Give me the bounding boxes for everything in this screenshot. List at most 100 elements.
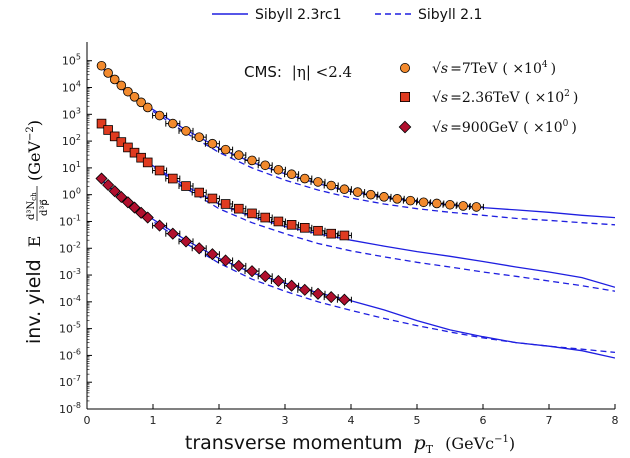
data-point-diamond [219,254,232,267]
y-tick-label: 10-7 [59,374,81,389]
x-tick-label: 7 [546,414,553,427]
legend-marker-square [399,92,410,103]
data-point-square [299,223,310,233]
x-axis-title-unit: (GeVc [445,434,494,453]
y-tick-label: 10-4 [59,294,81,309]
y-tick-label: 10-2 [59,240,81,255]
svg-text:CMS: |η| <2.4: CMS: |η| <2.4 [244,63,352,81]
y-tick-label: 10-5 [59,321,81,336]
x-axis-title-pt: p [414,432,426,454]
y-axis-title-denominator: d³p⃗ [39,199,50,216]
data-point-square [313,225,323,236]
cms-annotation-eta: |η| <2.4 [292,63,352,81]
x-tick-label: 2 [216,414,223,427]
model-line-solid [99,178,615,359]
y-tick-label: 101 [62,160,81,175]
data-point-circle [136,97,146,108]
data-point-circle [445,199,455,210]
svg-text:inv. yield E: inv. yield E [23,236,45,344]
data-point-circle [181,126,191,136]
model-line-dashed [99,123,615,292]
data-point-circle [352,187,363,197]
y-axis-title-unit: (GeV [25,141,44,181]
data-point-circle [142,102,153,113]
y-axis-title-text: inv. yield [23,259,45,344]
data-point-circle [471,202,482,212]
x-axis-title-pt-sub: T [426,443,434,456]
y-tick-label: 103 [62,106,81,121]
data-point-circle [103,68,113,78]
data-point-circle [286,169,297,180]
data-point-square [194,187,205,198]
data-point-diamond [272,274,285,288]
series-circle [96,60,484,212]
data-legend: √s =7TeV( ×104) √s =2.36TeV( ×102) √s =900GeV… [398,60,578,136]
data-point-square [129,147,140,158]
x-axis-title-unit-exp: −1 [494,434,509,445]
legend-label-diamond: √s =900GeV( ×100) [432,119,577,136]
data-point-circle [260,160,271,171]
y-axis-title: inv. yield E d³Nch d³p⃗ (GeV−2) [23,120,50,344]
data-point-square [207,193,218,204]
data-point-diamond [193,242,206,255]
data-point-circle [431,198,442,209]
series-square [96,118,352,241]
data-point-diamond [141,211,154,224]
data-point-square [260,212,270,223]
legend-solid-label: Sibyll 2.3rc1 [255,7,342,23]
cms-annotation: CMS: |η| <2.4 [244,63,352,81]
data-point-circle [207,138,218,149]
data-point-diamond [153,219,166,232]
legend-dashed-label: Sibyll 2.1 [418,7,482,23]
y-tick-label: 10-6 [59,347,81,362]
data-point-circle [109,74,120,85]
data-point-diamond [245,265,259,278]
y-tick-label: 10-1 [59,213,81,228]
series-diamond [95,172,352,306]
data-point-diamond [259,270,272,283]
x-axis-title-unit-close: ) [509,434,515,453]
cms-annotation-prefix: CMS: [244,63,282,81]
legend-label-circle: √s =7TeV( ×104) [432,60,556,77]
data-point-circle [96,60,107,71]
data-point-square [109,131,120,142]
data-point-circle [326,180,337,191]
data-point-circle [129,92,140,102]
x-tick-label: 1 [150,414,157,427]
data-point-diamond [166,227,179,240]
data-point-square [181,181,191,191]
data-point-diamond [115,190,128,204]
data-point-square [96,118,107,129]
top-legend: Sibyll 2.3rc1 Sibyll 2.1 [212,7,482,23]
data-point-square [233,203,244,214]
data-point-circle [379,192,389,202]
data-point-square [123,142,133,153]
data-point-circle [116,80,127,91]
model-line-dashed [99,65,615,226]
x-tick-label: 6 [480,414,487,427]
data-point-square [286,220,297,230]
data-point-square [167,173,178,184]
svg-text:(GeV−2): (GeV−2) [25,120,44,181]
x-tick-label: 5 [414,414,421,427]
data-point-circle [458,201,469,211]
legend-label-square: √s =2.36TeV( ×102) [432,89,578,106]
data-point-diamond [179,235,193,248]
legend-marker-diamond [398,120,412,134]
data-point-square [116,137,127,147]
data-point-circle [168,118,178,129]
model-curves [99,65,615,359]
data-point-circle [247,155,257,166]
data-point-square [273,216,284,227]
data-point-circle [299,173,310,184]
y-tick-label: 104 [62,80,81,95]
data-point-diamond [206,248,219,261]
data-point-circle [123,86,133,97]
model-line-dashed [99,178,615,354]
data-point-diamond [232,259,245,272]
y-axis-title-unit-close: ) [25,120,44,126]
data-point-circle [313,177,323,187]
y-axis-title-e: E [25,236,44,248]
data-point-diamond [95,172,108,185]
